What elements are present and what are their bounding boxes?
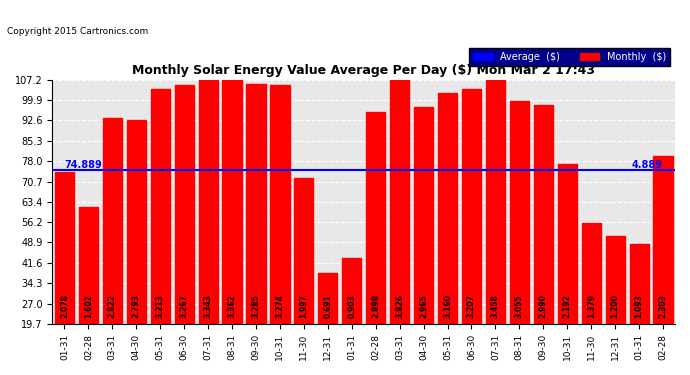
Text: 1.379: 1.379 <box>586 294 595 318</box>
Bar <box>199 80 217 324</box>
Text: 3.274: 3.274 <box>275 294 284 318</box>
Text: 2.990: 2.990 <box>539 295 548 318</box>
Bar <box>414 107 433 324</box>
Bar <box>390 44 409 324</box>
Text: 3.213: 3.213 <box>156 295 165 318</box>
Text: 2.965: 2.965 <box>419 295 428 318</box>
Text: 2.078: 2.078 <box>60 294 69 318</box>
Bar <box>295 178 313 324</box>
Text: 3.826: 3.826 <box>395 294 404 318</box>
Text: 2.898: 2.898 <box>371 294 380 318</box>
Bar <box>55 172 74 324</box>
Bar <box>629 244 649 324</box>
Text: 3.207: 3.207 <box>467 294 476 318</box>
Legend: Average  ($), Monthly  ($): Average ($), Monthly ($) <box>469 48 670 66</box>
Bar <box>366 112 385 324</box>
Bar <box>462 89 481 324</box>
Text: 3.343: 3.343 <box>204 295 213 318</box>
Text: 3.458: 3.458 <box>491 295 500 318</box>
Text: 3.267: 3.267 <box>179 294 188 318</box>
Bar <box>150 89 170 324</box>
Text: 74.889: 74.889 <box>64 160 102 170</box>
Bar <box>103 118 122 324</box>
Text: 3.160: 3.160 <box>443 295 452 318</box>
Bar <box>175 85 194 324</box>
Text: 2.192: 2.192 <box>563 295 572 318</box>
Bar <box>606 236 624 324</box>
Bar <box>79 207 98 324</box>
Text: 0.691: 0.691 <box>324 295 333 318</box>
Bar <box>534 105 553 324</box>
Bar <box>222 78 242 324</box>
Bar <box>342 258 362 324</box>
Bar <box>127 120 146 324</box>
Text: 2.793: 2.793 <box>132 294 141 318</box>
Text: 1.093: 1.093 <box>635 295 644 318</box>
Text: 3.055: 3.055 <box>515 295 524 318</box>
Bar <box>270 84 290 324</box>
Bar <box>510 100 529 324</box>
Text: 1.200: 1.200 <box>611 295 620 318</box>
Bar <box>438 93 457 324</box>
Text: 2.822: 2.822 <box>108 294 117 318</box>
Bar <box>653 156 673 324</box>
Text: 1.602: 1.602 <box>84 295 93 318</box>
Text: 3.285: 3.285 <box>251 295 261 318</box>
Title: Monthly Solar Energy Value Average Per Day ($) Mon Mar 2 17:43: Monthly Solar Energy Value Average Per D… <box>132 64 595 77</box>
Bar <box>318 273 337 324</box>
Text: 4.889: 4.889 <box>632 160 663 170</box>
Text: 0.903: 0.903 <box>347 295 356 318</box>
Text: 2.303: 2.303 <box>658 295 667 318</box>
Bar <box>582 223 601 324</box>
Bar <box>486 71 505 324</box>
Bar <box>246 84 266 324</box>
Text: 3.362: 3.362 <box>228 295 237 318</box>
Text: 1.997: 1.997 <box>299 294 308 318</box>
Text: Copyright 2015 Cartronics.com: Copyright 2015 Cartronics.com <box>7 27 148 36</box>
Bar <box>558 164 577 324</box>
